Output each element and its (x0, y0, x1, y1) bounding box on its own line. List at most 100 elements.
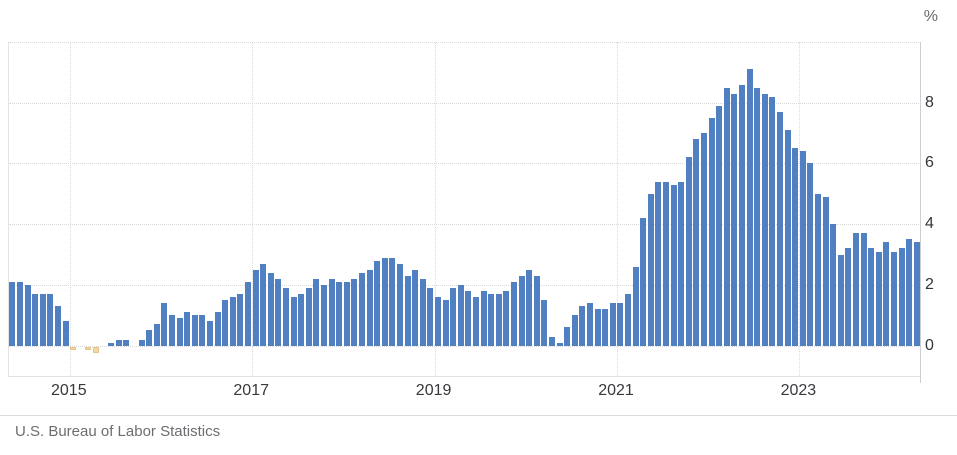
chart-bar[interactable] (70, 346, 77, 350)
chart-bar[interactable] (549, 336, 555, 346)
chart-bar[interactable] (609, 303, 616, 346)
chart-bar[interactable] (883, 242, 890, 346)
chart-bar[interactable] (62, 321, 69, 346)
chart-bar[interactable] (860, 233, 867, 346)
chart-bar[interactable] (625, 294, 631, 346)
chart-bar[interactable] (845, 248, 852, 346)
chart-bar[interactable] (9, 281, 16, 346)
chart-bar[interactable] (913, 242, 920, 346)
chart-bar[interactable] (39, 294, 46, 346)
chart-bar[interactable] (837, 254, 844, 346)
chart-bar[interactable] (184, 312, 191, 346)
chart-bar[interactable] (769, 96, 776, 346)
chart-bar[interactable] (594, 309, 601, 346)
chart-bar[interactable] (260, 263, 267, 346)
chart-bar[interactable] (602, 309, 609, 346)
chart-bar[interactable] (853, 233, 859, 346)
chart-bar[interactable] (571, 315, 578, 346)
chart-bar[interactable] (792, 148, 799, 346)
chart-bar[interactable] (108, 342, 115, 346)
chart-bar[interactable] (701, 133, 707, 346)
chart-bar[interactable] (153, 324, 160, 346)
chart-bar[interactable] (526, 269, 533, 346)
chart-bar[interactable] (640, 218, 647, 346)
chart-bar[interactable] (898, 248, 905, 346)
chart-bar[interactable] (731, 93, 738, 346)
chart-bar[interactable] (807, 163, 814, 346)
chart-bar[interactable] (875, 251, 882, 346)
chart-bar[interactable] (93, 346, 99, 353)
chart-bar[interactable] (655, 181, 662, 346)
chart-bar[interactable] (868, 248, 875, 346)
chart-bar[interactable] (397, 263, 403, 346)
chart-bar[interactable] (457, 284, 464, 346)
chart-bar[interactable] (305, 287, 312, 346)
chart-bar[interactable] (579, 306, 586, 346)
chart-bar[interactable] (237, 294, 244, 346)
chart-bar[interactable] (442, 300, 449, 346)
chart-bar[interactable] (777, 111, 783, 346)
chart-bar[interactable] (587, 303, 593, 346)
chart-bar[interactable] (115, 339, 122, 346)
chart-bar[interactable] (427, 287, 434, 346)
chart-bar[interactable] (146, 330, 153, 346)
chart-bar[interactable] (799, 151, 806, 346)
chart-bar[interactable] (290, 297, 297, 346)
chart-bar[interactable] (351, 278, 358, 346)
chart-bar[interactable] (176, 318, 183, 346)
chart-bar[interactable] (693, 139, 700, 346)
chart-bar[interactable] (169, 315, 175, 346)
chart-bar[interactable] (754, 87, 761, 346)
chart-bar[interactable] (245, 281, 251, 346)
chart-bar[interactable] (891, 251, 897, 346)
chart-bar[interactable] (906, 239, 913, 346)
chart-bar[interactable] (564, 327, 571, 346)
chart-bar[interactable] (229, 297, 236, 346)
chart-bar[interactable] (17, 281, 23, 346)
chart-bar[interactable] (214, 312, 221, 346)
chart-bar[interactable] (419, 278, 426, 346)
chart-bar[interactable] (830, 224, 837, 346)
chart-bar[interactable] (495, 294, 502, 346)
chart-bar[interactable] (123, 339, 130, 346)
chart-bar[interactable] (366, 269, 373, 346)
chart-bar[interactable] (55, 306, 61, 346)
chart-bar[interactable] (518, 275, 525, 346)
chart-bar[interactable] (267, 272, 274, 346)
chart-bar[interactable] (161, 303, 168, 346)
chart-bar[interactable] (511, 281, 517, 346)
chart-bar[interactable] (283, 287, 289, 346)
chart-bar[interactable] (389, 257, 396, 346)
chart-bar[interactable] (617, 303, 624, 346)
chart-bar[interactable] (708, 117, 715, 346)
chart-bar[interactable] (199, 315, 206, 346)
chart-bar[interactable] (739, 84, 745, 346)
chart-bar[interactable] (412, 269, 419, 346)
chart-bar[interactable] (488, 294, 495, 346)
chart-bar[interactable] (822, 196, 829, 346)
chart-bar[interactable] (670, 184, 677, 346)
chart-bar[interactable] (313, 278, 320, 346)
chart-bar[interactable] (761, 93, 768, 346)
chart-bar[interactable] (359, 272, 365, 346)
chart-bar[interactable] (252, 269, 259, 346)
chart-bar[interactable] (47, 294, 54, 346)
chart-bar[interactable] (533, 275, 540, 346)
chart-bar[interactable] (716, 105, 723, 346)
chart-bar[interactable] (746, 69, 753, 346)
chart-bar[interactable] (222, 300, 229, 346)
chart-bar[interactable] (298, 294, 305, 346)
chart-bar[interactable] (24, 284, 31, 346)
chart-bar[interactable] (191, 315, 198, 346)
chart-bar[interactable] (723, 87, 730, 346)
chart-bar[interactable] (32, 294, 39, 346)
chart-bar[interactable] (685, 157, 692, 346)
chart-bar[interactable] (480, 290, 487, 346)
chart-bar[interactable] (473, 297, 479, 346)
chart-bar[interactable] (663, 181, 669, 346)
chart-bar[interactable] (275, 278, 282, 346)
chart-bar[interactable] (85, 346, 92, 350)
chart-bar[interactable] (678, 181, 685, 346)
chart-bar[interactable] (343, 281, 350, 346)
chart-bar[interactable] (336, 281, 343, 346)
